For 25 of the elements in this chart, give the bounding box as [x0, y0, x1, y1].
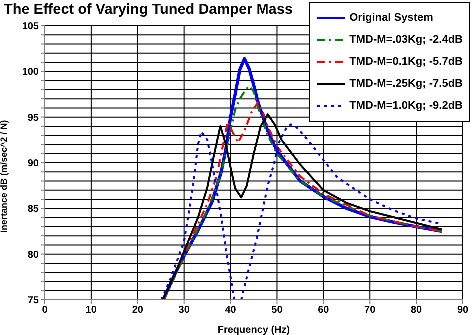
legend-label: TMD-M=.03Kg; -2.4dB: [350, 34, 463, 46]
x-tick-label: 70: [364, 305, 376, 316]
chart-title: The Effect of Varying Tuned Damper Mass: [4, 2, 293, 18]
x-tick-label: 20: [132, 305, 144, 316]
y-tick-label: 90: [28, 158, 40, 170]
legend-label: TMD-M=1.0Kg; -9.2dB: [350, 100, 463, 112]
x-tick-label: 0: [42, 305, 48, 316]
legend-label: TMD-M=0.1Kg; -5.7dB: [350, 56, 463, 68]
y-tick-label: 105: [22, 22, 40, 33]
y-tick-label: 85: [28, 204, 40, 216]
x-axis-title: Frequency (Hz): [218, 325, 290, 335]
y-tick-label: 80: [28, 250, 40, 261]
y-axis-title: Inertance dB (m/sec^2 / N): [0, 120, 10, 233]
y-tick-label: 95: [28, 112, 40, 124]
x-tick-label: 80: [410, 305, 423, 316]
x-tick-label: 60: [318, 305, 330, 316]
x-tick-label: 50: [272, 305, 284, 316]
x-tick-label: 10: [86, 305, 98, 316]
x-tick-label: 90: [457, 305, 469, 316]
legend-label: Original System: [350, 12, 434, 24]
y-tick-label: 100: [22, 67, 40, 78]
legend-label: TMD-M=.25Kg; -7.5dB: [350, 78, 463, 90]
x-tick-label: 40: [225, 305, 237, 316]
y-tick-label: 75: [28, 296, 40, 307]
x-tick-label: 30: [178, 305, 190, 316]
